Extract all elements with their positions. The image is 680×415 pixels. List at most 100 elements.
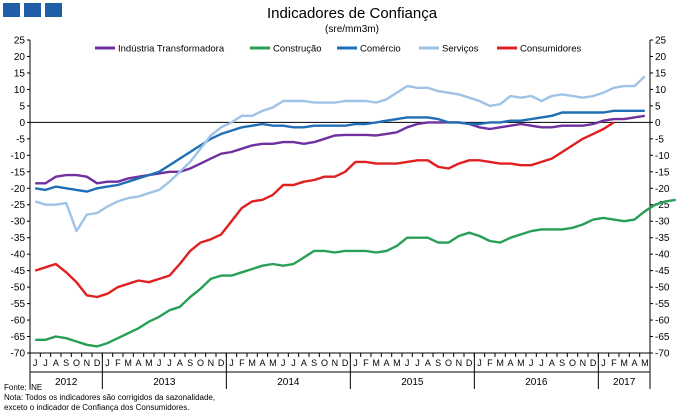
y-tick-label-left: -35	[11, 233, 26, 244]
month-label: D	[466, 358, 473, 368]
month-label: J	[353, 358, 358, 368]
y-tick-label-left: -30	[11, 217, 26, 228]
month-label: S	[559, 358, 565, 368]
month-label: N	[332, 358, 339, 368]
month-label: F	[363, 358, 369, 368]
series-line-industria-transformadora	[35, 114, 645, 185]
y-tick-label-left: -45	[11, 266, 26, 277]
y-tick-label-left: -60	[11, 316, 26, 327]
y-tick-label-right: 20	[655, 52, 667, 63]
axes: -70 -70-65 -65-60 -60-55 -55-50 -50-45 -45-40-…	[11, 36, 670, 389]
month-label: D	[590, 358, 597, 368]
y-tick-label-right: -30	[655, 217, 670, 228]
y-tick-label-right: 0	[655, 118, 661, 129]
month-label: J	[477, 358, 482, 368]
y-tick-label-right: -55	[655, 299, 670, 310]
month-label: S	[435, 358, 441, 368]
month-label: M	[620, 358, 628, 368]
month-label: F	[487, 358, 493, 368]
header-square	[45, 3, 62, 17]
month-label: O	[73, 358, 80, 368]
month-label: D	[218, 358, 225, 368]
month-label: F	[239, 358, 245, 368]
legend-label: Indústria Transformadora	[118, 44, 225, 55]
month-label: A	[425, 358, 431, 368]
year-label: 2013	[153, 377, 176, 388]
year-label: 2015	[401, 377, 424, 388]
month-label: J	[167, 358, 172, 368]
y-tick-label-right: 15	[655, 68, 667, 79]
month-label: M	[517, 358, 525, 368]
month-label: J	[229, 358, 234, 368]
y-tick-label-left: -5	[16, 134, 25, 145]
y-tick-label-right: 5	[655, 101, 661, 112]
year-label: 2012	[55, 377, 78, 388]
month-label: J	[281, 358, 286, 368]
month-label: M	[124, 358, 132, 368]
month-label: D	[342, 358, 349, 368]
month-label: S	[63, 358, 69, 368]
month-label: M	[145, 358, 153, 368]
month-label: N	[84, 358, 91, 368]
month-label: J	[601, 358, 606, 368]
month-label: J	[415, 358, 420, 368]
month-label: J	[105, 358, 110, 368]
month-label: A	[53, 358, 59, 368]
series-line-servicos	[34, 75, 646, 233]
month-label: S	[187, 358, 193, 368]
month-label: N	[580, 358, 587, 368]
y-tick-label-right: -15	[655, 167, 670, 178]
month-label: J	[157, 358, 162, 368]
year-label: 2017	[613, 377, 636, 388]
header-square	[3, 3, 20, 17]
month-label: A	[135, 358, 141, 368]
y-tick-label-left: -50	[11, 283, 26, 294]
month-label: M	[269, 358, 277, 368]
month-label: A	[631, 358, 637, 368]
month-label: J	[291, 358, 296, 368]
y-tick-label-left: -15	[11, 167, 26, 178]
y-tick-label-left: -70	[11, 349, 26, 360]
y-tick-label-left: 5	[19, 101, 25, 112]
year-label: 2016	[525, 377, 548, 388]
month-label: S	[311, 358, 317, 368]
month-label: A	[549, 358, 555, 368]
month-label: A	[383, 358, 389, 368]
y-tick-label-right: -65	[655, 332, 670, 343]
legend-label: Construção	[273, 44, 322, 55]
y-tick-label-right: -25	[655, 200, 670, 211]
y-tick-label-left: 20	[14, 52, 26, 63]
series-group	[34, 75, 676, 348]
y-tick-label-left: 10	[14, 85, 26, 96]
y-tick-label-right: -20	[655, 184, 670, 195]
month-label: D	[94, 358, 101, 368]
y-tick-label-right: -45	[655, 266, 670, 277]
y-tick-label-left: 15	[14, 68, 26, 79]
y-tick-label-left: -10	[11, 151, 26, 162]
y-tick-label-right: 25	[655, 36, 667, 47]
chart-title: Indicadores de Confiança	[267, 5, 438, 22]
y-tick-label-left: -20	[11, 184, 26, 195]
y-tick-label-right: -35	[655, 233, 670, 244]
month-label: M	[641, 358, 649, 368]
y-tick-label-left: -55	[11, 299, 26, 310]
month-label: J	[539, 358, 544, 368]
y-tick-label-right: -50	[655, 283, 670, 294]
header-squares	[3, 3, 63, 17]
y-tick-label-right: -70	[655, 349, 670, 360]
y-tick-label-left: 25	[14, 36, 26, 47]
month-label: O	[569, 358, 576, 368]
source-note: Fonte: INE	[4, 383, 43, 392]
month-label: M	[248, 358, 256, 368]
series-line-consumidores	[34, 121, 615, 299]
y-tick-label-left: -65	[11, 332, 26, 343]
month-label: A	[177, 358, 183, 368]
month-label: F	[115, 358, 121, 368]
month-label: A	[507, 358, 513, 368]
month-label: N	[456, 358, 463, 368]
y-tick-label-left: 0	[19, 118, 25, 129]
legend-label: Consumidores	[520, 44, 581, 55]
footnote-line-1: Nota: Todos os indicadores são corrigido…	[4, 393, 216, 402]
month-label: A	[259, 358, 265, 368]
